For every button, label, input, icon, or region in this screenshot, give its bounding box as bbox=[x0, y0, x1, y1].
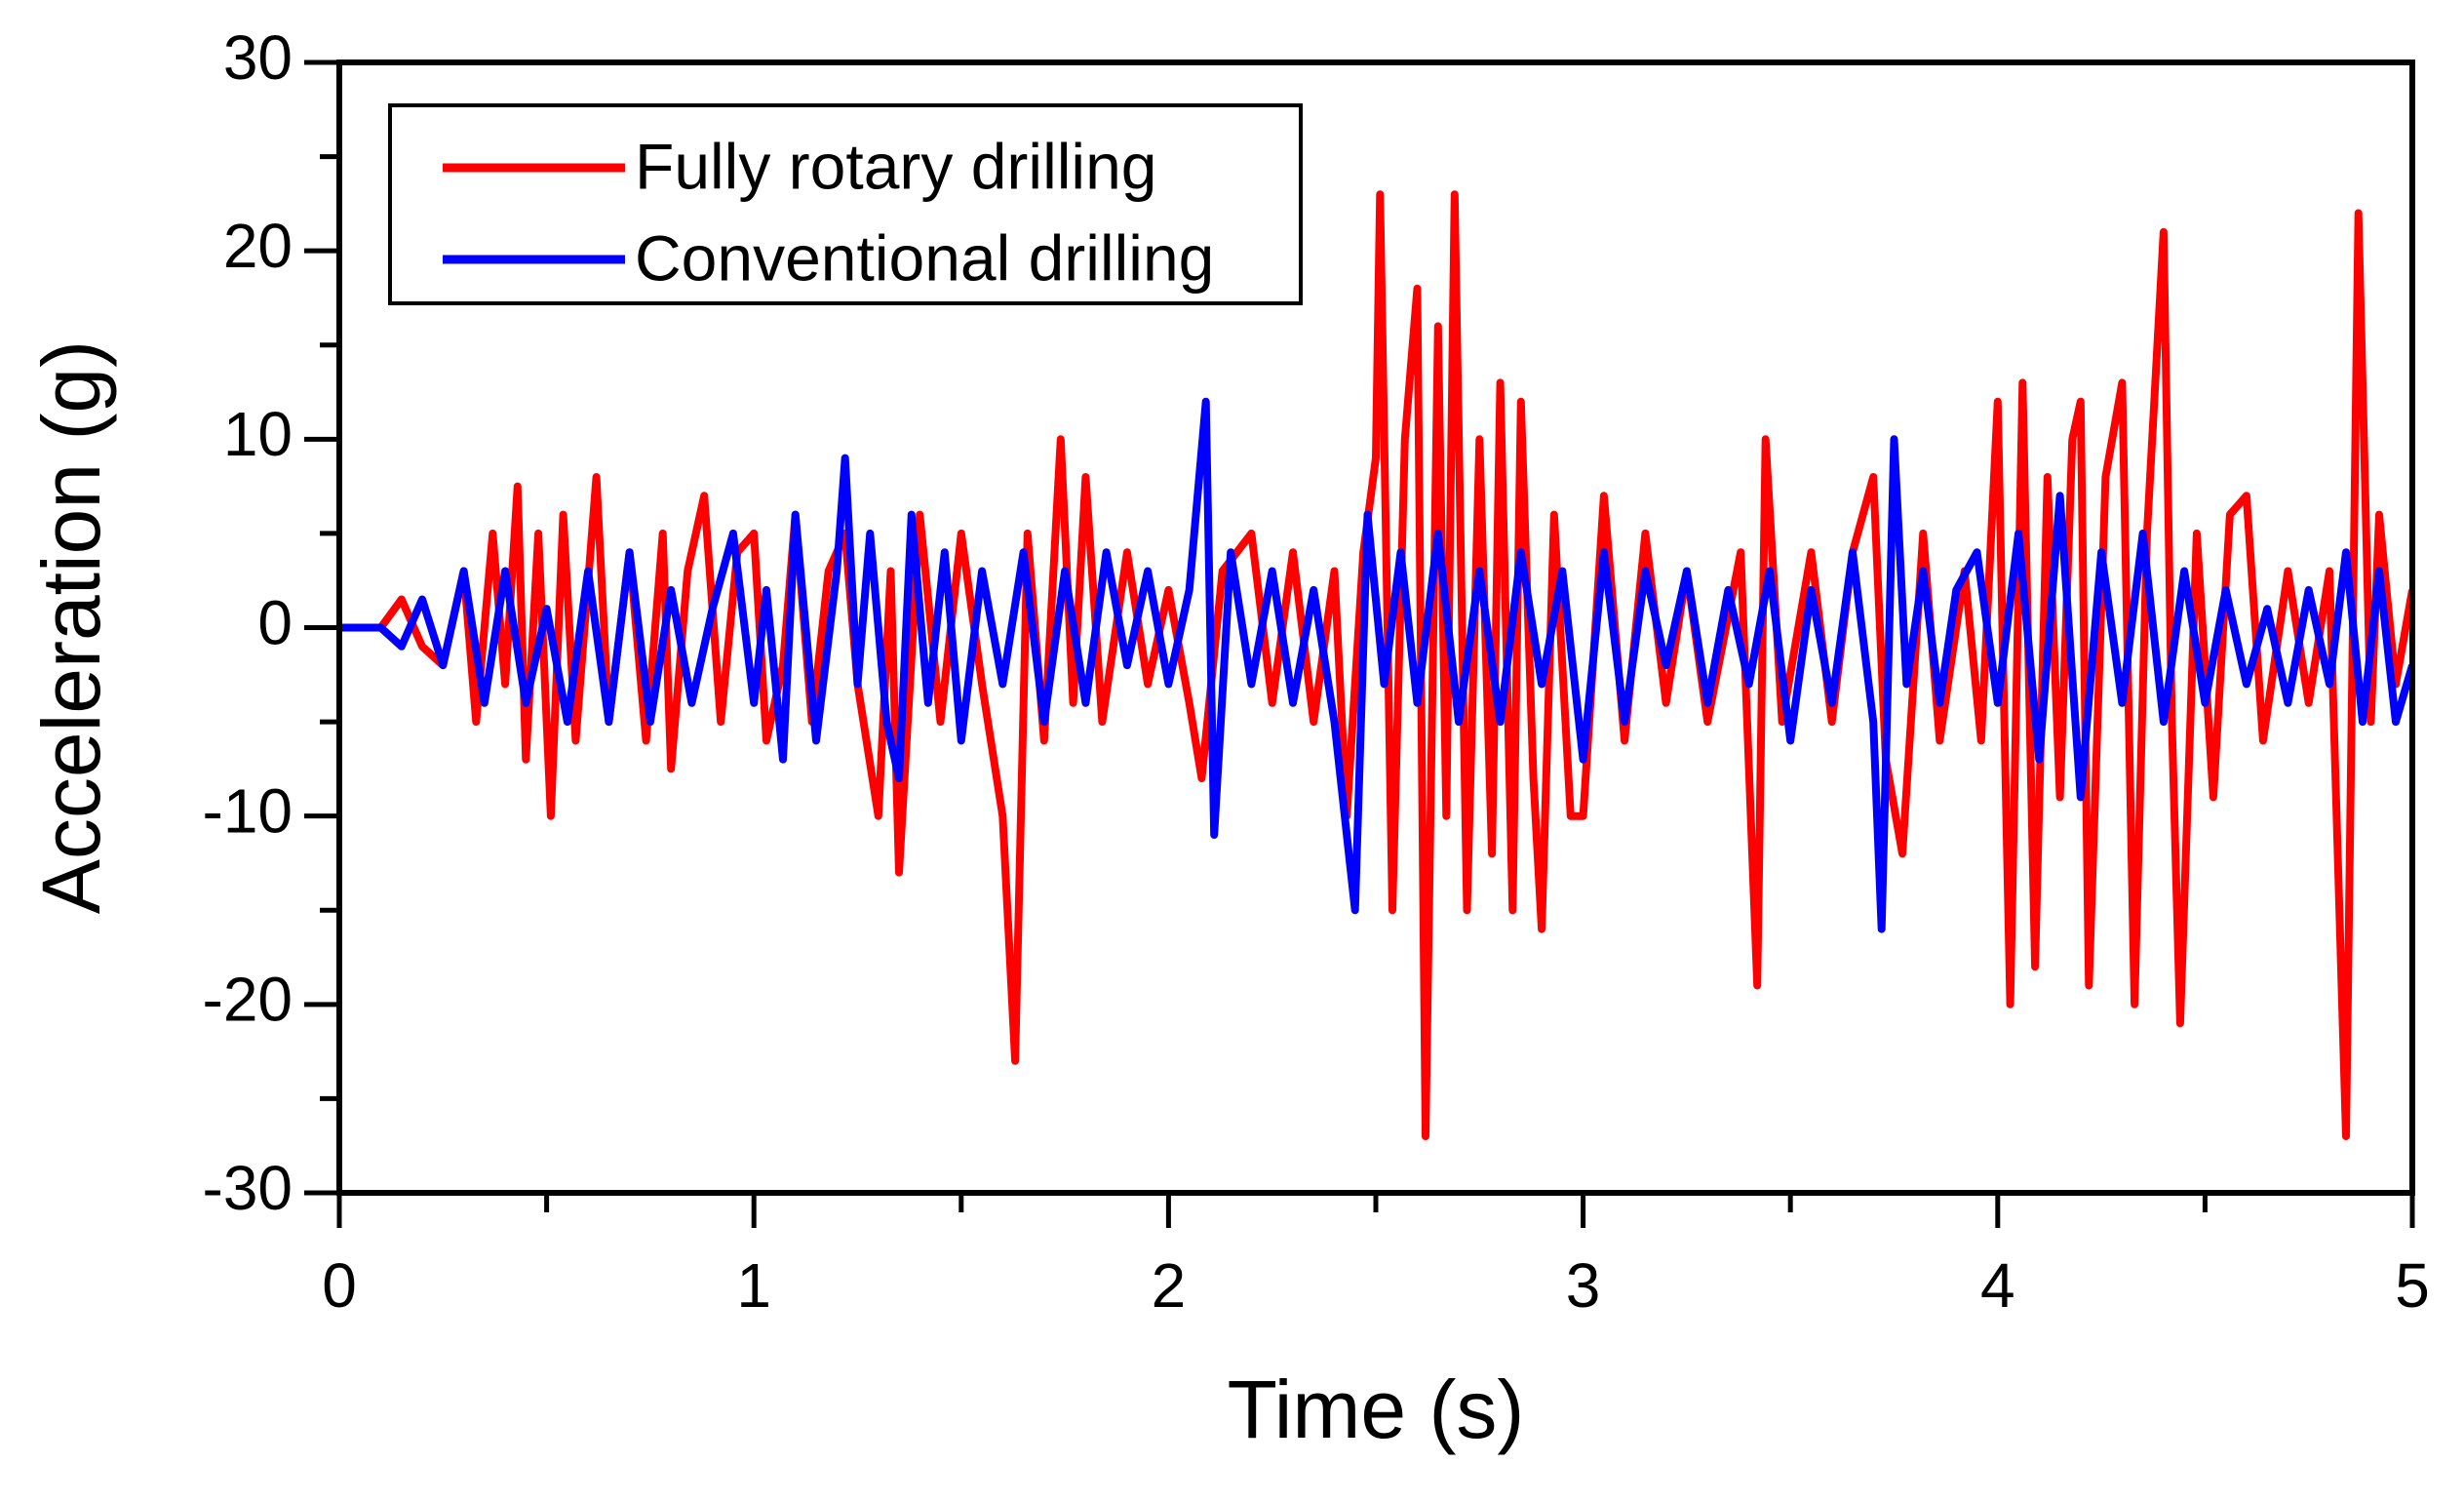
y-tick-label: -10 bbox=[203, 776, 293, 847]
legend-box bbox=[388, 103, 1303, 305]
x-tick-label: 3 bbox=[1566, 1250, 1601, 1321]
x-tick-label: 5 bbox=[2395, 1250, 2430, 1321]
x-axis-title: Time (s) bbox=[1228, 1364, 1525, 1455]
y-tick-label: 30 bbox=[223, 22, 293, 93]
legend-label: Conventional drilling bbox=[635, 221, 1214, 294]
y-tick-label: 20 bbox=[223, 211, 293, 281]
data-line bbox=[339, 190, 2412, 1140]
x-tick-label: 4 bbox=[1980, 1250, 2015, 1321]
x-tick-label: 0 bbox=[322, 1250, 357, 1321]
y-tick-label: -20 bbox=[203, 965, 293, 1035]
y-tick-label: -30 bbox=[203, 1153, 293, 1223]
y-tick-label: 10 bbox=[223, 399, 293, 469]
legend-label: Fully rotary drilling bbox=[635, 130, 1156, 202]
x-tick-label: 1 bbox=[736, 1250, 771, 1321]
data-line bbox=[339, 397, 2412, 933]
y-axis-title: Acceleration (g) bbox=[25, 340, 117, 914]
x-tick-label: 2 bbox=[1152, 1250, 1187, 1321]
y-tick-label: 0 bbox=[257, 587, 293, 657]
